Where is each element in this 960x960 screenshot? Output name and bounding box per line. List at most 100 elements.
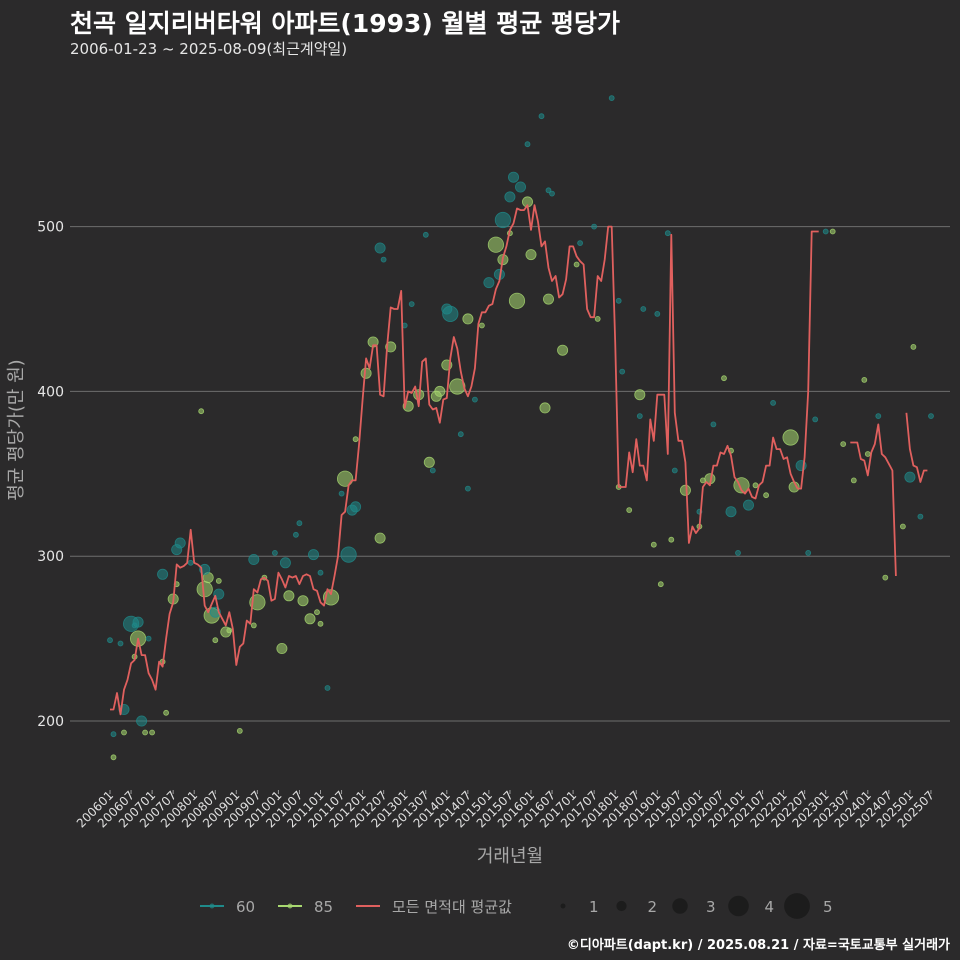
series-60-point [664,230,671,237]
series-85-point [163,709,170,716]
series-60-point [296,520,303,527]
legend-size-circle [728,895,749,917]
series-85-point [626,507,633,514]
series-60-point [608,95,615,101]
series-60-point [494,211,511,229]
series-85-point [752,482,759,489]
series-60-point [145,635,152,642]
legend-item-2: 85 [278,898,333,916]
series-60-point [805,550,812,556]
series-60-point [904,471,916,483]
series-85-point [829,228,836,235]
series-85-point [721,375,727,382]
series-60-point [107,637,113,644]
legend-size-circle [616,900,627,912]
series-60-point [187,559,194,566]
legend-size-circle [672,898,688,914]
legend-label: 60 [236,898,255,916]
series-60-point [549,190,555,197]
series-85-point [782,429,799,446]
series-85-point [508,292,526,309]
y-tick-label: 400 [37,384,64,400]
series-60-point [340,546,357,563]
series-60-point [380,256,387,263]
series-85-point [910,343,917,350]
series-85-point [142,729,149,736]
series-60-point [591,223,597,230]
series-60-point [735,550,741,556]
series-85-point [317,620,324,627]
series-85-point [882,574,889,581]
legend-item-1: 60 [200,898,255,916]
series-60-point [464,485,471,492]
series-85-point [434,385,446,397]
series-85-point [657,581,664,588]
series-60-point [279,557,291,569]
series-85-point [304,613,316,625]
y-tick-label: 500 [37,220,64,236]
series-85-point [276,643,288,655]
series-85-point [212,637,219,644]
series-60-point [271,550,278,556]
legend-label: 모든 면적대 평균값 [392,898,512,916]
series-85-point [250,622,257,629]
series-85-point [110,754,117,761]
series-60-point [917,513,924,520]
legend-size-item-2: 2 [616,898,657,916]
series-85-point [634,389,646,401]
series-60-point [136,715,148,727]
series-60-point [875,413,882,420]
series-60-point [928,413,934,420]
y-axis-label: 평균 평당가(만 원) [6,359,27,500]
chart-subtitle: 2006-01-23 ~ 2025-08-09(최근계약일) [70,40,348,58]
series-60-point [725,506,737,518]
legend-size-item-3: 3 [672,898,716,916]
series-60-point [442,305,459,322]
series-60-point [619,368,626,375]
legend-item-3: 모든 면적대 평균값 [356,898,512,916]
series-85-point [650,541,657,548]
series-85-point [336,470,354,487]
series-60-point [317,569,324,576]
series-85-point [864,451,871,457]
legend-size-item-5: 5 [784,893,833,919]
average-price-line [905,412,928,483]
series-60-point [538,113,545,120]
series-85-point [462,313,474,325]
series-85-point [668,536,675,543]
series-60-point [132,616,144,628]
series-60-point [157,568,169,580]
series-60-point [248,554,260,566]
series-85-point [121,729,127,736]
series-60-point [429,467,436,474]
series-60-point [110,731,117,738]
series-85-point [861,376,868,383]
series-60-point [292,531,299,538]
legend-key-point [209,903,215,909]
series-85-point [374,532,386,544]
series-60-point [374,242,386,254]
series-85-point [352,436,359,443]
average-price-line [850,423,897,577]
series-85-point [850,477,857,484]
legend-size-label: 5 [823,898,833,916]
series-85-point [573,261,580,268]
series-60-point [117,640,124,647]
legend-size-label: 3 [706,898,716,916]
series-85-point [149,729,156,736]
series-60-point [654,310,661,317]
series-60-point [174,537,186,549]
series-85-point [543,293,555,305]
series-85-point [679,484,691,496]
legend-size-circle [560,903,566,909]
series-85-point [900,523,906,530]
series-60-point [324,685,331,691]
legend-label: 85 [314,898,333,916]
series-85-point [525,249,537,261]
series-60-point [504,191,516,203]
legend-size-item-4: 4 [728,895,774,917]
series-60-point [710,421,717,428]
series-85-point [297,595,309,607]
